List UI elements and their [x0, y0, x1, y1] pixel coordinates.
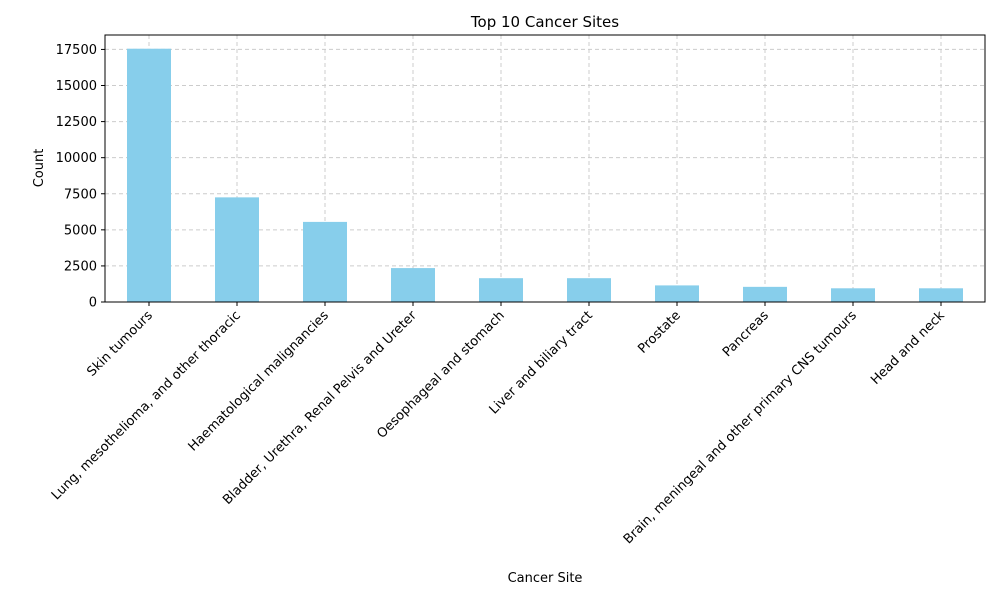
y-tick-label: 15000 — [56, 79, 97, 94]
bar — [479, 278, 523, 302]
bar — [743, 286, 787, 302]
x-tick-label: Skin tumours — [84, 308, 156, 380]
x-tick-label: Liver and biliary tract — [487, 308, 596, 417]
bar — [831, 288, 875, 302]
bar — [303, 221, 347, 302]
bar — [215, 197, 259, 302]
x-tick-label: Haematological malignancies — [186, 308, 332, 454]
y-tick-label: 10000 — [56, 151, 97, 166]
x-tick-label: Pancreas — [720, 308, 772, 360]
x-tick-label: Head and neck — [868, 308, 948, 388]
bar — [655, 285, 699, 302]
y-axis-label: Count — [32, 149, 47, 188]
bar — [919, 288, 963, 302]
plot-frame — [104, 34, 986, 303]
y-tick-label: 0 — [89, 296, 97, 311]
chart-title: Top 10 Cancer Sites — [470, 13, 619, 31]
grid — [105, 35, 985, 303]
bar — [391, 268, 435, 302]
x-tick-label: Bladder, Urethra, Renal Pelvis and Urete… — [220, 308, 420, 508]
y-tick-label: 5000 — [64, 223, 97, 238]
x-tick-label: Prostate — [635, 308, 683, 356]
bars — [127, 48, 963, 302]
y-tick-label: 17500 — [56, 43, 97, 58]
bar — [567, 278, 611, 302]
x-tick-label: Lung, mesothelioma, and other thoracic — [49, 308, 244, 503]
y-axis: 0 2500 5000 7500 10000 12500 15000 17500 — [56, 43, 105, 311]
y-tick-label: 2500 — [64, 259, 97, 274]
bar — [127, 48, 171, 302]
x-axis-label: Cancer Site — [508, 571, 583, 586]
y-tick-label: 12500 — [56, 115, 97, 130]
y-tick-label: 7500 — [64, 187, 97, 202]
